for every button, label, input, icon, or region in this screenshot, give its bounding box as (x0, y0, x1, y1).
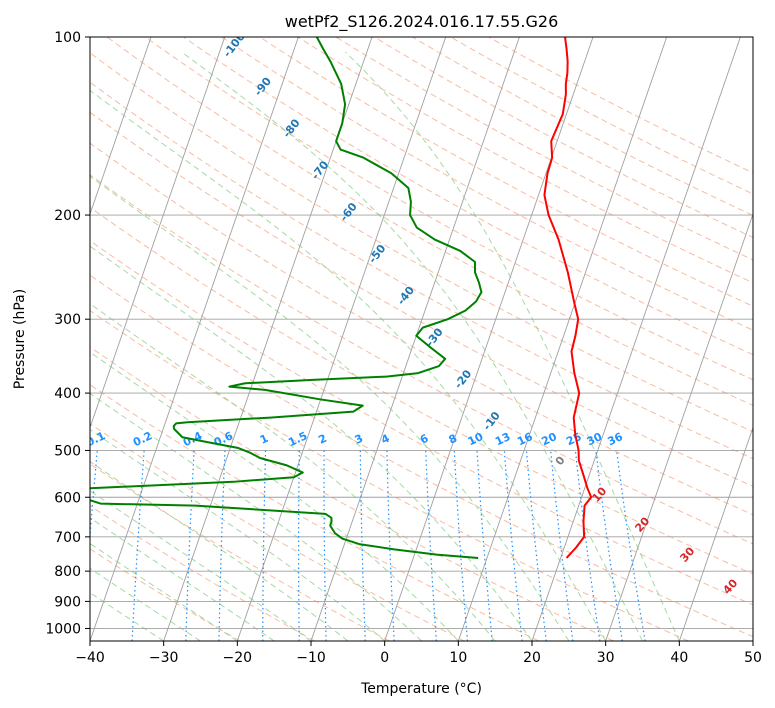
moist-adiabat (345, 51, 680, 641)
moist-adiabat (90, 542, 238, 641)
moist-adiabat (90, 392, 422, 641)
plot-area: 0.1 0.2 0.4 0.6 1 1.5 2 3 4 6 8 10 13 16 20 25 30 36-100-… (90, 37, 753, 641)
isotherm-line (90, 37, 152, 216)
mixing-ratio-line (425, 450, 438, 641)
mixing-ratio-line (595, 450, 623, 641)
x-tick-label: −20 (223, 650, 253, 666)
y-tick-label: 900 (54, 594, 81, 610)
y-tick-label: 600 (54, 490, 81, 506)
mixing-ratio-line (131, 450, 145, 641)
plot-frame (89, 36, 754, 642)
y-tick-label: 200 (54, 208, 81, 224)
mixing-ratio-label: 13 (493, 430, 512, 448)
mixing-ratio-label: 16 (515, 430, 535, 448)
chart-title: wetPf2_S126.2024.016.17.55.G26 (285, 12, 559, 32)
moist-adiabat (90, 245, 533, 641)
mixing-ratio-line (453, 450, 469, 641)
x-tick-label: 0 (380, 650, 389, 666)
moist-adiabat (90, 517, 275, 641)
y-tick-label: 500 (54, 443, 81, 459)
mixing-ratio-label: 25 (564, 430, 583, 448)
dry-adiabat (90, 309, 689, 641)
dry-adiabat (412, 37, 753, 217)
mixing-ratio-line (574, 450, 601, 641)
mixing-ratio-line (359, 450, 366, 641)
x-tick-label: 50 (744, 650, 762, 666)
dry-adiabat (90, 240, 753, 606)
isotherm-line (236, 37, 447, 641)
mixing-ratio-label: 10 (466, 430, 486, 448)
dry-adiabat (90, 274, 753, 638)
moist-adiabat (90, 89, 607, 641)
temperature-line (543, 37, 593, 559)
mixing-ratio-line (386, 450, 395, 641)
dry-adiabat (90, 423, 465, 641)
y-tick-label: 300 (54, 312, 81, 328)
mixing-ratio-line (616, 450, 646, 641)
moist-adiabat (90, 490, 312, 641)
dry-adiabat (450, 37, 753, 195)
x-tick-label: 20 (523, 650, 541, 666)
mixing-ratio-line (323, 450, 327, 641)
isotherm-line (90, 37, 226, 429)
x-axis: −40 −30 −20 −10 0 10 20 30 40 50 (75, 641, 762, 666)
isotherm-line (90, 37, 299, 641)
mixing-ratio-line (550, 450, 574, 641)
y-tick-label: 800 (54, 564, 81, 580)
y-tick-label: 700 (54, 530, 81, 546)
x-tick-label: 10 (449, 650, 467, 666)
y-tick-label: 400 (54, 386, 81, 402)
dewpoint-line (90, 37, 483, 559)
mixing-ratio-label: 30 (585, 430, 605, 448)
x-tick-label: 30 (597, 650, 615, 666)
dry-adiabat (90, 174, 753, 545)
x-tick-label: 40 (670, 650, 688, 666)
x-tick-label: −10 (296, 650, 326, 666)
dry-adiabat (90, 111, 753, 487)
mixing-ratio-line (298, 450, 300, 641)
y-tick-label: 100 (54, 30, 81, 46)
x-tick-label: −30 (149, 650, 179, 666)
mixing-ratio-line (185, 450, 195, 641)
mixing-ratio-label: 20 (540, 430, 560, 448)
dry-adiabat (90, 463, 390, 641)
dry-adiabat (90, 52, 753, 433)
isotherm-line (605, 212, 753, 641)
mixing-ratio-line (476, 450, 493, 641)
isotherm-line (384, 37, 594, 641)
y-tick-label: 1000 (45, 621, 81, 637)
x-tick-label: −40 (75, 650, 105, 666)
y-axis-label: Pressure (hPa) (12, 289, 28, 389)
dry-adiabat (90, 81, 753, 460)
dry-adiabat (90, 206, 753, 575)
mixing-ratio-line (525, 450, 547, 641)
isotherm-line (457, 37, 668, 641)
mixing-ratio-label: 36 (606, 430, 626, 448)
isotherm-line (531, 37, 741, 641)
moist-adiabat (181, 51, 643, 641)
x-axis-label: Temperature (°C) (360, 681, 482, 697)
y-axis: 100 200 300 400 500 600 700 800 900 1000 (45, 30, 90, 637)
isotherm-line (678, 426, 753, 641)
mixing-ratio-line (262, 450, 267, 641)
mixing-ratio-line (503, 450, 523, 641)
moist-adiabat (90, 303, 496, 641)
mixing-ratio-line (218, 450, 226, 641)
